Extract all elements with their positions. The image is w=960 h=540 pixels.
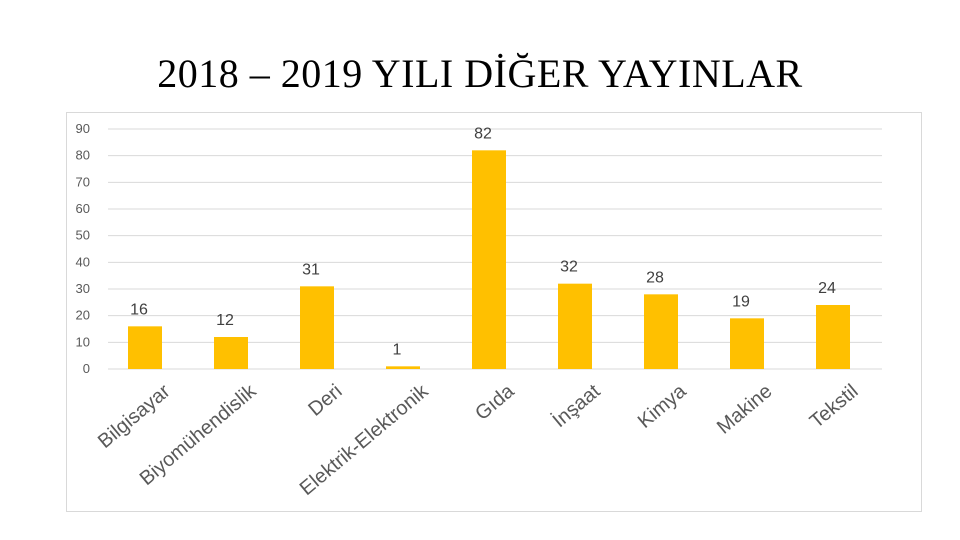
y-tick-label: 10 [76, 334, 90, 349]
bar [214, 337, 248, 369]
bar [300, 286, 334, 369]
y-tick-label: 90 [76, 121, 90, 136]
bar [558, 283, 592, 369]
category-label: Makine [713, 380, 777, 438]
data-label: 12 [216, 312, 234, 329]
bar [816, 305, 850, 369]
data-label: 28 [646, 269, 664, 286]
y-tick-label: 20 [76, 308, 90, 323]
y-tick-label: 0 [83, 361, 90, 376]
bar [128, 326, 162, 369]
category-label: İnşaat [548, 379, 605, 432]
category-label: Kimya [634, 380, 691, 433]
data-label: 19 [732, 293, 750, 310]
data-label: 1 [393, 341, 402, 358]
category-label: Gıda [471, 380, 519, 425]
data-label: 82 [474, 125, 492, 142]
y-tick-label: 70 [76, 174, 90, 189]
bar [730, 318, 764, 369]
bar [644, 294, 678, 369]
y-tick-label: 50 [76, 228, 90, 243]
data-label: 32 [560, 259, 578, 276]
data-label: 16 [130, 301, 148, 318]
bar [386, 366, 420, 369]
category-label: Bilgisayar [94, 380, 175, 453]
y-tick-label: 60 [76, 201, 90, 216]
y-tick-label: 40 [76, 254, 90, 269]
data-label: 24 [818, 280, 836, 297]
bar [472, 150, 506, 369]
y-tick-label: 80 [76, 148, 90, 163]
category-label: Tekstil [806, 380, 863, 433]
slide-title: 2018 – 2019 YILI DİĞER YAYINLAR [157, 51, 803, 96]
y-tick-label: 30 [76, 281, 90, 296]
chart-frame [66, 112, 922, 512]
category-label: Deri [304, 380, 346, 420]
data-label: 31 [302, 261, 320, 278]
